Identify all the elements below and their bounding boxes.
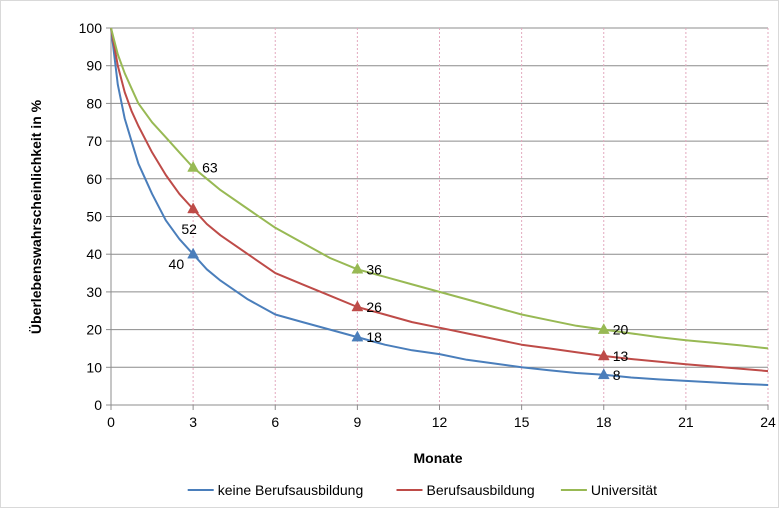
y-tick-label: 50	[86, 209, 102, 225]
triangle-marker	[351, 262, 364, 274]
data-label: 36	[366, 261, 382, 277]
y-tick-label: 40	[86, 246, 102, 262]
data-labels: 40 18 8 52 26 13 63 36 20	[169, 159, 629, 382]
data-label: 63	[202, 159, 218, 175]
data-label: 20	[613, 322, 629, 338]
data-markers	[187, 160, 610, 380]
x-tick-label: 15	[514, 414, 530, 430]
data-label: 8	[613, 367, 621, 383]
x-tick-label: 9	[353, 414, 361, 430]
triangle-marker	[597, 349, 610, 361]
y-tick-label: 90	[86, 58, 102, 74]
triangle-marker	[351, 330, 364, 342]
x-tick-label: 21	[678, 414, 694, 430]
x-axis-title: Monate	[414, 450, 463, 466]
x-tick-label: 18	[596, 414, 612, 430]
legend-label-3: Universität	[591, 482, 657, 498]
triangle-marker	[597, 368, 610, 380]
y-tick-label: 10	[86, 359, 102, 375]
data-label: 13	[613, 348, 629, 364]
data-label: 26	[366, 299, 382, 315]
legend-label-2: Berufsausbildung	[427, 482, 535, 498]
triangle-marker	[597, 323, 610, 334]
y-tick-label: 70	[86, 133, 102, 149]
triangle-marker	[187, 160, 200, 172]
y-tick-label: 0	[94, 397, 102, 413]
x-tick-label: 3	[189, 414, 197, 430]
y-tick-label: 60	[86, 171, 102, 187]
y-tick-label: 100	[79, 20, 103, 36]
series-line-2	[110, 27, 769, 373]
x-tick-label: 6	[271, 414, 279, 430]
y-axis-title: Überlebenswahrscheinlichkeit in %	[28, 99, 44, 334]
legend: keine Berufsausbildung Berufsausbildung Un…	[187, 482, 657, 498]
y-tick-label: 30	[86, 284, 102, 300]
triangle-marker	[187, 247, 200, 259]
x-tick-label: 0	[107, 414, 115, 430]
axes	[106, 27, 769, 410]
gridlines	[111, 27, 769, 405]
triangle-marker	[351, 300, 364, 312]
data-label: 18	[366, 329, 382, 345]
data-label: 52	[181, 221, 197, 237]
y-tick-label: 20	[86, 322, 102, 338]
x-tick-label: 24	[760, 414, 776, 430]
triangle-marker	[187, 202, 200, 214]
data-label: 40	[169, 256, 185, 272]
y-tick-label: 80	[86, 95, 102, 111]
x-tick-label: 12	[432, 414, 448, 430]
legend-label-1: keine Berufsausbildung	[218, 482, 364, 498]
